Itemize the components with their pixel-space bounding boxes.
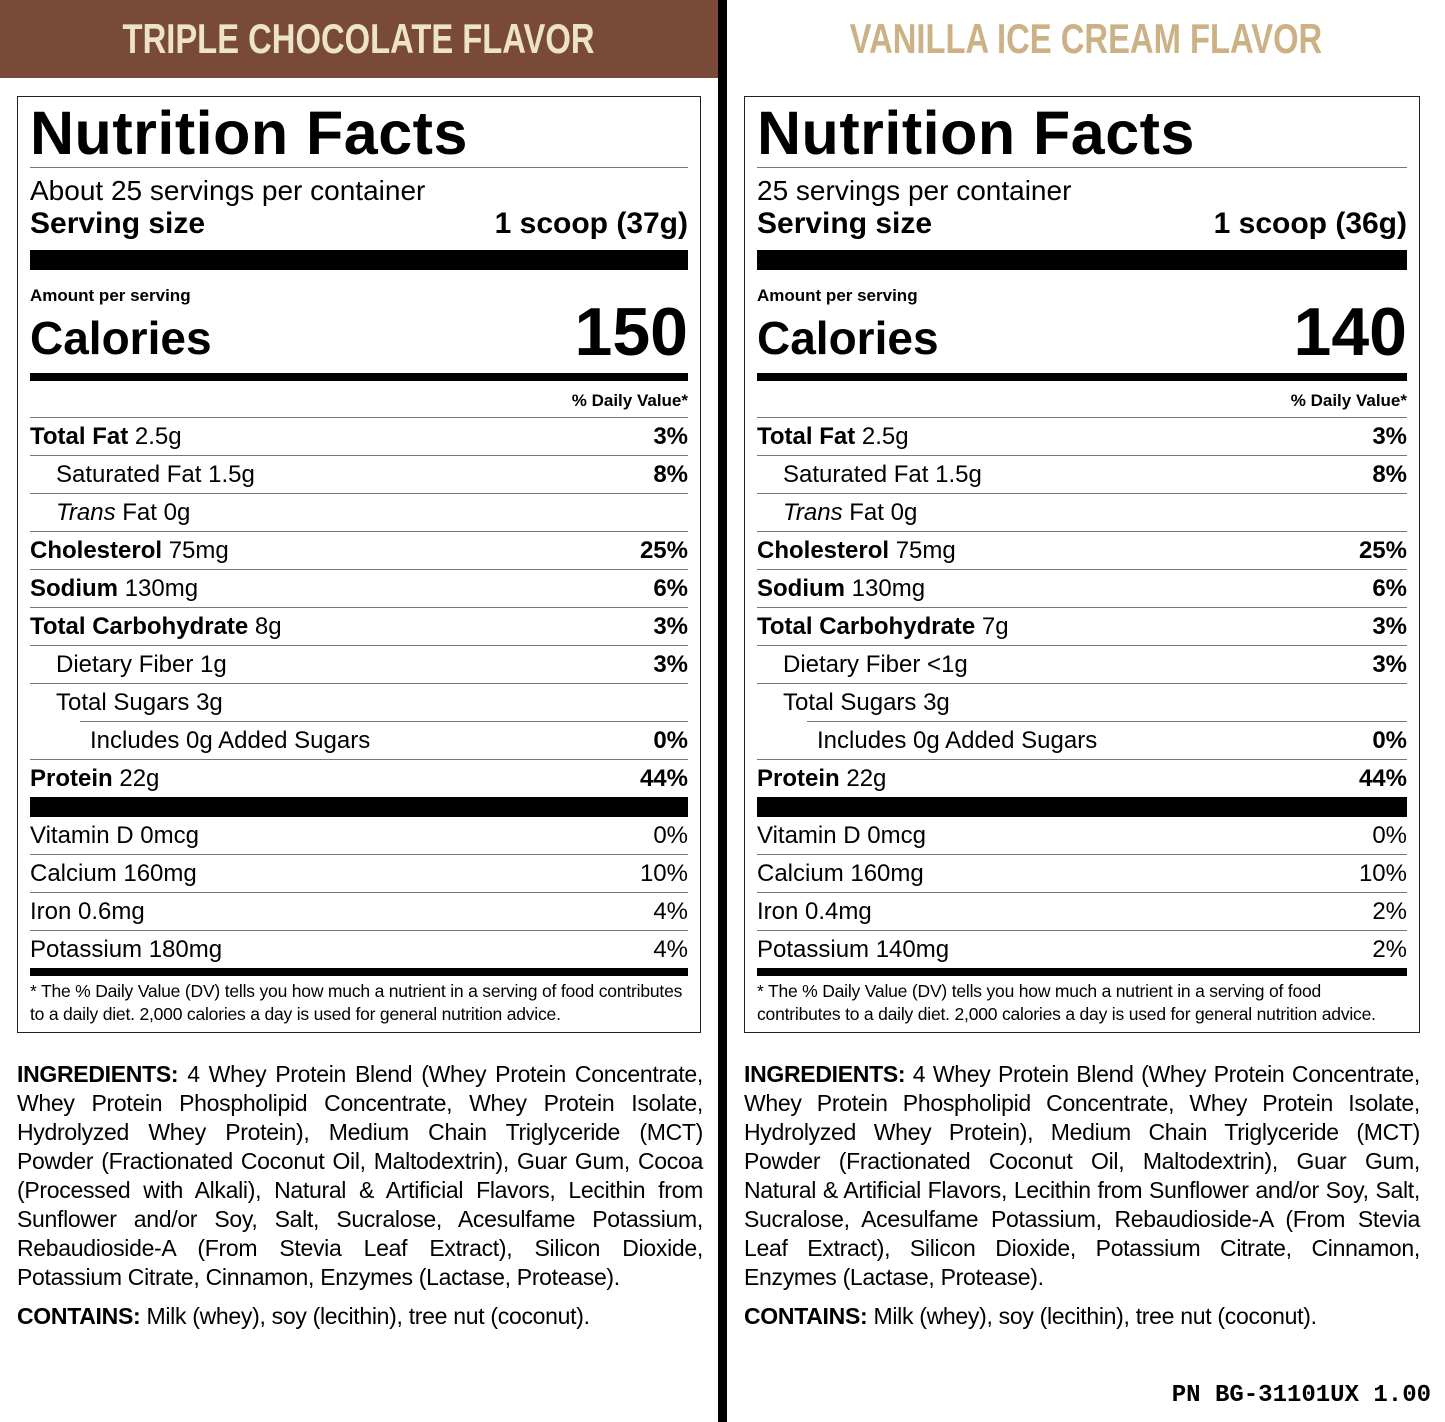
panel-triple-chocolate: TRIPLE CHOCOLATE FLAVOR Nutrition Facts … [0, 0, 718, 1422]
medium-rule [757, 968, 1407, 976]
flavor-title: TRIPLE CHOCOLATE FLAVOR [123, 15, 595, 62]
nutrition-facts-title: Nutrition Facts [30, 99, 468, 167]
ingredients-list: INGREDIENTS: 4 Whey Protein Blend (Whey … [744, 1060, 1420, 1292]
medium-rule [757, 373, 1407, 381]
ingredients-list: INGREDIENTS: 4 Whey Protein Blend (Whey … [17, 1060, 703, 1292]
nutrient-row-total-fat: Total Fat 2.5g 3% [30, 417, 688, 455]
nutrient-row-sodium: Sodium 130mg 6% [757, 569, 1407, 607]
nutrient-row-saturated-fat: Saturated Fat 1.5g 8% [30, 455, 688, 493]
nutrient-row-dietary-fiber: Dietary Fiber <1g 3% [757, 645, 1407, 683]
serving-size-label: Serving size [757, 207, 933, 240]
vitamin-row-iron: Iron 0.4mg 2% [757, 892, 1407, 930]
vitamin-row-iron: Iron 0.6mg 4% [30, 892, 688, 930]
servings-per-container: About 25 servings per container [30, 175, 426, 206]
flavor-band: TRIPLE CHOCOLATE FLAVOR [0, 0, 718, 78]
medium-rule [30, 373, 688, 381]
calories-label: Calories [757, 312, 939, 364]
panel-vanilla-ice-cream: VANILLA ICE CREAM FLAVOR Nutrition Facts… [727, 0, 1445, 1422]
nutrient-row-protein: Protein 22g 44% [757, 759, 1407, 797]
vitamin-row-calcium: Calcium 160mg 10% [757, 854, 1407, 892]
nutrition-facts-title: Nutrition Facts [757, 99, 1195, 167]
servings-per-container: 25 servings per container [757, 175, 1072, 206]
nutrient-row-total-carbohydrate: Total Carbohydrate 7g 3% [757, 607, 1407, 645]
calories-row: Calories 150 [30, 298, 688, 366]
contains-text: Milk (whey), soy (lecithin), tree nut (c… [146, 1303, 590, 1329]
thick-rule [30, 797, 688, 817]
nutrient-row-protein: Protein 22g 44% [30, 759, 688, 797]
daily-value-header: % Daily Value* [1290, 391, 1407, 410]
part-number: PN BG-31101UX 1.00 [1171, 1382, 1431, 1409]
allergen-statement: CONTAINS: Milk (whey), soy (lecithin), t… [744, 1302, 1420, 1331]
nutrient-row-total-sugars: Total Sugars 3g [757, 683, 1407, 721]
serving-size-value: 1 scoop (36g) [1213, 207, 1407, 240]
vitamin-row-potassium: Potassium 140mg 2% [757, 930, 1407, 968]
medium-rule [30, 968, 688, 976]
nutrient-row-total-carbohydrate: Total Carbohydrate 8g 3% [30, 607, 688, 645]
vitamin-row-vitamin-d: Vitamin D 0mcg 0% [30, 821, 688, 849]
nutrition-facts-label: Nutrition Facts About 25 servings per co… [17, 96, 701, 1033]
nutrient-row-trans-fat: Trans Fat 0g [757, 493, 1407, 531]
nutrient-row-sodium: Sodium 130mg 6% [30, 569, 688, 607]
daily-value-footnote: * The % Daily Value (DV) tells you how m… [757, 981, 1376, 1024]
serving-size-row: Serving size 1 scoop (37g) [30, 206, 688, 242]
nutrient-row-saturated-fat: Saturated Fat 1.5g 8% [757, 455, 1407, 493]
serving-size-row: Serving size 1 scoop (36g) [757, 206, 1407, 242]
thick-rule [30, 250, 688, 270]
nutrient-row-total-fat: Total Fat 2.5g 3% [757, 417, 1407, 455]
nutrient-row-cholesterol: Cholesterol 75mg 25% [30, 531, 688, 569]
serving-size-label: Serving size [30, 207, 206, 240]
amount-per-serving: Amount per serving [757, 286, 918, 305]
nutrient-row-trans-fat: Trans Fat 0g [30, 493, 688, 531]
ingredients-text: 4 Whey Protein Blend (Whey Protein Conce… [17, 1061, 703, 1290]
ingredients-block: INGREDIENTS: 4 Whey Protein Blend (Whey … [744, 1060, 1420, 1331]
vitamin-row-calcium: Calcium 160mg 10% [30, 854, 688, 892]
ingredients-heading: INGREDIENTS: [17, 1061, 179, 1087]
allergen-statement: CONTAINS: Milk (whey), soy (lecithin), t… [17, 1302, 703, 1331]
vitamin-row-potassium: Potassium 180mg 4% [30, 930, 688, 968]
calories-row: Calories 140 [757, 298, 1407, 366]
thick-rule [757, 250, 1407, 270]
nutrition-facts-label: Nutrition Facts 25 servings per containe… [744, 96, 1420, 1033]
serving-size-value: 1 scoop (37g) [494, 207, 688, 240]
ingredients-heading: INGREDIENTS: [744, 1061, 906, 1087]
thick-rule [757, 797, 1407, 817]
daily-value-header: % Daily Value* [571, 391, 688, 410]
calories-value: 150 [574, 294, 688, 370]
ingredients-block: INGREDIENTS: 4 Whey Protein Blend (Whey … [17, 1060, 703, 1331]
flavor-title: VANILLA ICE CREAM FLAVOR [849, 15, 1323, 62]
calories-label: Calories [30, 312, 212, 364]
ingredients-text: 4 Whey Protein Blend (Whey Protein Conce… [744, 1061, 1420, 1290]
center-divider [718, 0, 727, 1422]
flavor-band: VANILLA ICE CREAM FLAVOR [727, 0, 1445, 78]
daily-value-footnote: * The % Daily Value (DV) tells you how m… [30, 981, 683, 1024]
vitamin-row-vitamin-d: Vitamin D 0mcg 0% [757, 821, 1407, 849]
nutrient-row-dietary-fiber: Dietary Fiber 1g 3% [30, 645, 688, 683]
nutrient-row-added-sugars: Includes 0g Added Sugars 0% [80, 721, 688, 759]
contains-text: Milk (whey), soy (lecithin), tree nut (c… [873, 1303, 1317, 1329]
nutrient-row-cholesterol: Cholesterol 75mg 25% [757, 531, 1407, 569]
nutrient-row-added-sugars: Includes 0g Added Sugars 0% [807, 721, 1407, 759]
amount-per-serving: Amount per serving [30, 286, 191, 305]
contains-heading: CONTAINS: [744, 1303, 868, 1329]
nutrient-row-total-sugars: Total Sugars 3g [30, 683, 688, 721]
calories-value: 140 [1293, 294, 1407, 370]
contains-heading: CONTAINS: [17, 1303, 141, 1329]
